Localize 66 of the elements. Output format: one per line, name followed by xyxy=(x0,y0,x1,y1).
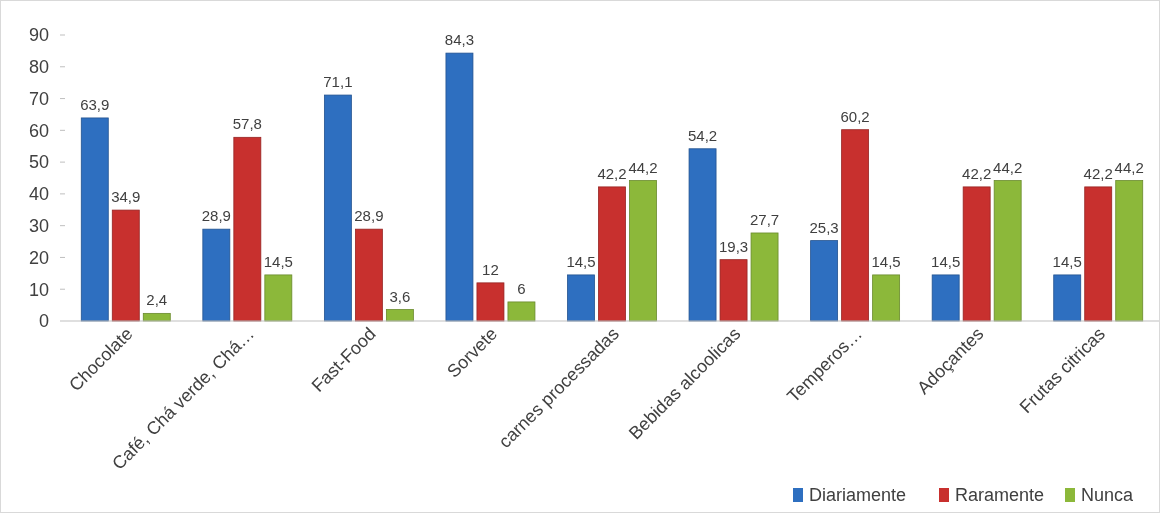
data-label: 44,2 xyxy=(1114,158,1144,176)
bar xyxy=(629,180,657,322)
bar xyxy=(931,274,960,322)
bar xyxy=(750,232,779,322)
data-label: 44,2 xyxy=(628,158,658,176)
y-tick-label: 50 xyxy=(28,152,49,173)
data-label: 60,2 xyxy=(840,107,870,125)
bar xyxy=(354,228,383,322)
y-tick-label: 20 xyxy=(28,247,49,268)
y-tick-label: 30 xyxy=(28,215,49,236)
data-label: 84,3 xyxy=(444,31,475,49)
data-label: 3,6 xyxy=(389,287,411,305)
bar xyxy=(445,52,474,322)
data-label: 14,5 xyxy=(263,252,293,270)
bar xyxy=(1115,180,1144,322)
data-label: 44,2 xyxy=(993,158,1023,176)
bar xyxy=(323,94,352,322)
data-label: 57,8 xyxy=(232,115,262,133)
bar xyxy=(719,259,748,322)
bar xyxy=(233,136,262,322)
bar xyxy=(264,274,293,322)
legend-label: Nunca xyxy=(1081,485,1135,506)
data-label: 6 xyxy=(517,279,526,297)
y-tick-label: 60 xyxy=(28,120,49,141)
data-label: 25,3 xyxy=(809,218,839,236)
bar xyxy=(476,282,505,322)
data-label: 14,5 xyxy=(1052,252,1082,270)
data-label: 14,5 xyxy=(871,252,901,270)
data-label: 54,2 xyxy=(687,126,718,144)
data-label: 12 xyxy=(482,260,499,278)
legend-label: Raramente xyxy=(955,485,1045,506)
data-label: 42,2 xyxy=(1083,164,1113,182)
y-tick-label: 90 xyxy=(28,25,49,46)
data-label: 63,9 xyxy=(80,95,110,113)
bar xyxy=(1053,274,1082,322)
y-tick-label: 40 xyxy=(28,184,49,205)
y-tick-label: 70 xyxy=(28,88,49,109)
bar xyxy=(598,186,626,322)
data-label: 19,3 xyxy=(718,237,749,255)
legend-label: Diariamente xyxy=(809,485,907,506)
data-label: 2,4 xyxy=(146,291,168,309)
bar xyxy=(993,180,1022,322)
data-label: 42,2 xyxy=(597,164,627,182)
y-tick-label: 0 xyxy=(38,311,49,332)
bar xyxy=(962,186,991,322)
data-label: 28,9 xyxy=(354,207,384,225)
bar xyxy=(202,228,231,322)
data-label: 71,1 xyxy=(323,73,353,91)
bar xyxy=(385,309,414,322)
bar xyxy=(567,274,595,322)
data-label: 28,9 xyxy=(201,207,231,225)
bar xyxy=(688,148,717,322)
y-tick-label: 10 xyxy=(28,279,49,300)
y-tick-label: 80 xyxy=(28,57,49,78)
data-label: 14,5 xyxy=(566,252,596,270)
bar xyxy=(507,301,536,322)
bar xyxy=(80,117,109,322)
bar xyxy=(111,209,140,322)
bar xyxy=(841,129,870,322)
data-label: 14,5 xyxy=(931,252,961,270)
bar xyxy=(810,240,839,322)
data-label: 42,2 xyxy=(962,164,992,182)
data-label: 27,7 xyxy=(749,210,780,228)
bar xyxy=(872,274,901,322)
bar xyxy=(1084,186,1113,322)
data-label: 34,9 xyxy=(111,188,141,206)
